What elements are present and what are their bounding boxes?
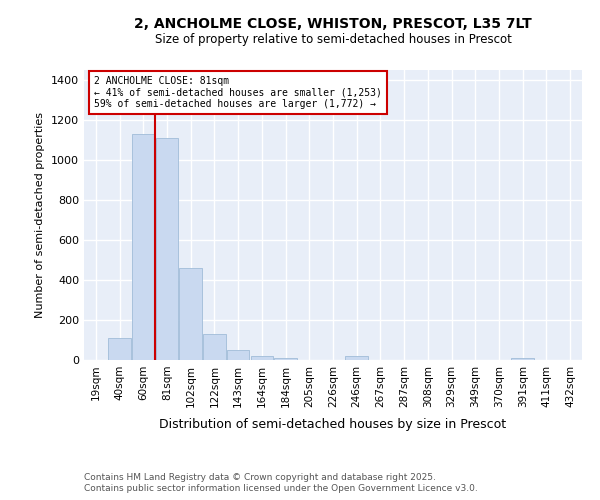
Bar (203, 334, 226, 360)
Bar (346, 356, 368, 360)
X-axis label: Distribution of semi-detached houses by size in Prescot: Distribution of semi-detached houses by … (160, 418, 506, 431)
Y-axis label: Number of semi-detached properties: Number of semi-detached properties (35, 112, 46, 318)
Bar (156, 138, 178, 360)
Text: Size of property relative to semi-detached houses in Prescot: Size of property relative to semi-detach… (155, 32, 511, 46)
Text: Contains public sector information licensed under the Open Government Licence v3: Contains public sector information licen… (84, 484, 478, 493)
Text: 2, ANCHOLME CLOSE, WHISTON, PRESCOT, L35 7LT: 2, ANCHOLME CLOSE, WHISTON, PRESCOT, L35… (134, 18, 532, 32)
Bar (227, 350, 250, 360)
Bar (179, 268, 202, 360)
Bar (251, 356, 273, 360)
Bar (132, 134, 155, 360)
Text: 2 ANCHOLME CLOSE: 81sqm
← 41% of semi-detached houses are smaller (1,253)
59% of: 2 ANCHOLME CLOSE: 81sqm ← 41% of semi-de… (94, 76, 382, 109)
Bar (109, 338, 131, 360)
Bar (511, 358, 534, 360)
Text: Contains HM Land Registry data © Crown copyright and database right 2025.: Contains HM Land Registry data © Crown c… (84, 472, 436, 482)
Bar (274, 358, 297, 360)
